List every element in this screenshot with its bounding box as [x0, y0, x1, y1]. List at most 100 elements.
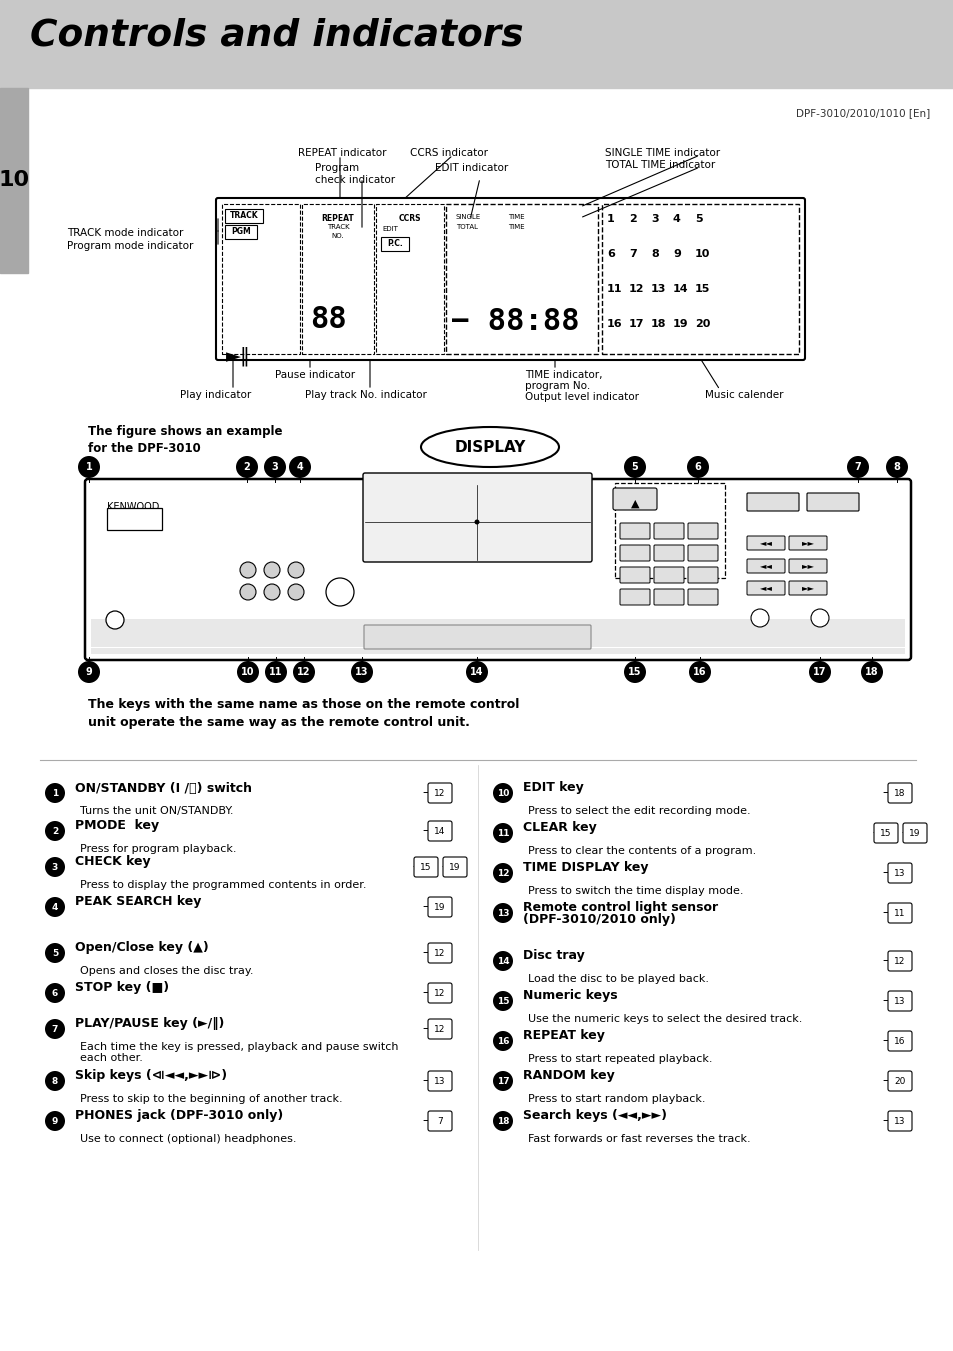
Text: 11: 11	[893, 908, 904, 917]
Text: 12: 12	[628, 284, 644, 295]
Circle shape	[264, 562, 280, 578]
Text: –: –	[900, 827, 906, 839]
Circle shape	[493, 823, 513, 843]
Text: 17: 17	[497, 1077, 509, 1085]
Circle shape	[474, 520, 479, 524]
FancyBboxPatch shape	[687, 544, 718, 561]
Circle shape	[750, 609, 768, 627]
FancyBboxPatch shape	[873, 823, 897, 843]
Text: 2: 2	[51, 827, 58, 835]
Text: –: –	[421, 986, 428, 1000]
FancyBboxPatch shape	[428, 943, 452, 963]
Text: DISPLAY: DISPLAY	[454, 439, 525, 454]
Text: 20: 20	[893, 1077, 904, 1085]
FancyBboxPatch shape	[887, 1031, 911, 1051]
Text: 18: 18	[650, 319, 666, 330]
Text: 14: 14	[434, 827, 445, 835]
Text: 14: 14	[497, 957, 509, 966]
Text: PMODE  key: PMODE key	[75, 820, 159, 832]
FancyBboxPatch shape	[225, 209, 263, 223]
FancyBboxPatch shape	[364, 626, 590, 648]
FancyBboxPatch shape	[363, 473, 592, 562]
Text: ►►: ►►	[801, 562, 814, 570]
Text: –: –	[882, 994, 887, 1008]
Circle shape	[289, 457, 311, 478]
Text: 18: 18	[497, 1116, 509, 1125]
Text: P.C.: P.C.	[387, 239, 402, 249]
Text: CCRS: CCRS	[398, 213, 421, 223]
FancyBboxPatch shape	[887, 1071, 911, 1092]
Text: DPF-3010/2010/1010 [En]: DPF-3010/2010/1010 [En]	[795, 108, 929, 118]
Circle shape	[106, 611, 124, 630]
Text: ▲: ▲	[630, 499, 639, 509]
FancyBboxPatch shape	[428, 1019, 452, 1039]
Text: 13: 13	[893, 1116, 904, 1125]
Text: REPEAT indicator: REPEAT indicator	[297, 149, 386, 158]
FancyBboxPatch shape	[619, 523, 649, 539]
Circle shape	[240, 562, 255, 578]
Circle shape	[45, 897, 65, 917]
Text: 3: 3	[650, 213, 658, 224]
Text: Music calender: Music calender	[704, 390, 782, 400]
Text: ◄◄: ◄◄	[759, 539, 772, 547]
FancyBboxPatch shape	[887, 951, 911, 971]
Text: CCRS indicator: CCRS indicator	[410, 149, 488, 158]
FancyBboxPatch shape	[687, 589, 718, 605]
Text: STOP key (■): STOP key (■)	[75, 981, 169, 994]
Text: TRACK: TRACK	[230, 212, 258, 220]
Text: TOTAL: TOTAL	[456, 224, 477, 230]
Text: –: –	[440, 861, 447, 874]
Text: 5: 5	[51, 948, 58, 958]
Text: –: –	[882, 1035, 887, 1047]
Text: 6: 6	[51, 989, 58, 997]
Text: 13: 13	[355, 667, 369, 677]
Circle shape	[45, 857, 65, 877]
FancyBboxPatch shape	[85, 480, 910, 661]
Text: The keys with the same name as those on the remote control
unit operate the same: The keys with the same name as those on …	[88, 698, 518, 730]
Text: 17: 17	[628, 319, 644, 330]
Bar	[446, 204, 598, 354]
FancyBboxPatch shape	[788, 581, 826, 594]
Circle shape	[288, 562, 304, 578]
Circle shape	[288, 584, 304, 600]
Bar	[0, 0, 953, 88]
Text: SINGLE TIME indicator: SINGLE TIME indicator	[604, 149, 720, 158]
Text: –: –	[421, 947, 428, 959]
Circle shape	[861, 661, 882, 684]
Text: (DPF-3010/2010 only): (DPF-3010/2010 only)	[522, 913, 675, 927]
FancyBboxPatch shape	[788, 536, 826, 550]
Text: 16: 16	[893, 1036, 904, 1046]
Text: 4: 4	[296, 462, 303, 471]
Text: Program
check indicator: Program check indicator	[314, 163, 395, 185]
Text: 12: 12	[497, 869, 509, 878]
Text: TRACK mode indicator: TRACK mode indicator	[67, 228, 183, 238]
Text: 12: 12	[434, 789, 445, 797]
FancyBboxPatch shape	[428, 1071, 452, 1092]
Text: 15: 15	[628, 667, 641, 677]
Text: 13: 13	[497, 908, 509, 917]
Text: 15: 15	[497, 997, 509, 1005]
Text: 12: 12	[297, 667, 311, 677]
Text: –: –	[882, 955, 887, 967]
Text: 11: 11	[497, 828, 509, 838]
FancyBboxPatch shape	[746, 493, 799, 511]
Text: 14: 14	[672, 284, 688, 295]
FancyBboxPatch shape	[887, 992, 911, 1011]
Text: 4: 4	[672, 213, 680, 224]
Text: 12: 12	[434, 989, 445, 997]
Text: REPEAT: REPEAT	[321, 213, 354, 223]
Circle shape	[846, 457, 868, 478]
Text: The figure shows an example
for the DPF-3010: The figure shows an example for the DPF-…	[88, 426, 282, 455]
FancyBboxPatch shape	[887, 863, 911, 884]
Text: 10: 10	[0, 170, 30, 190]
Text: 19: 19	[672, 319, 688, 330]
FancyBboxPatch shape	[902, 823, 926, 843]
Text: 17: 17	[812, 667, 826, 677]
Text: EDIT indicator: EDIT indicator	[435, 163, 508, 173]
Circle shape	[236, 661, 258, 684]
Text: 16: 16	[497, 1036, 509, 1046]
Text: 2: 2	[243, 462, 250, 471]
Text: Play indicator: Play indicator	[180, 390, 251, 400]
Circle shape	[493, 1111, 513, 1131]
Bar	[107, 508, 162, 530]
